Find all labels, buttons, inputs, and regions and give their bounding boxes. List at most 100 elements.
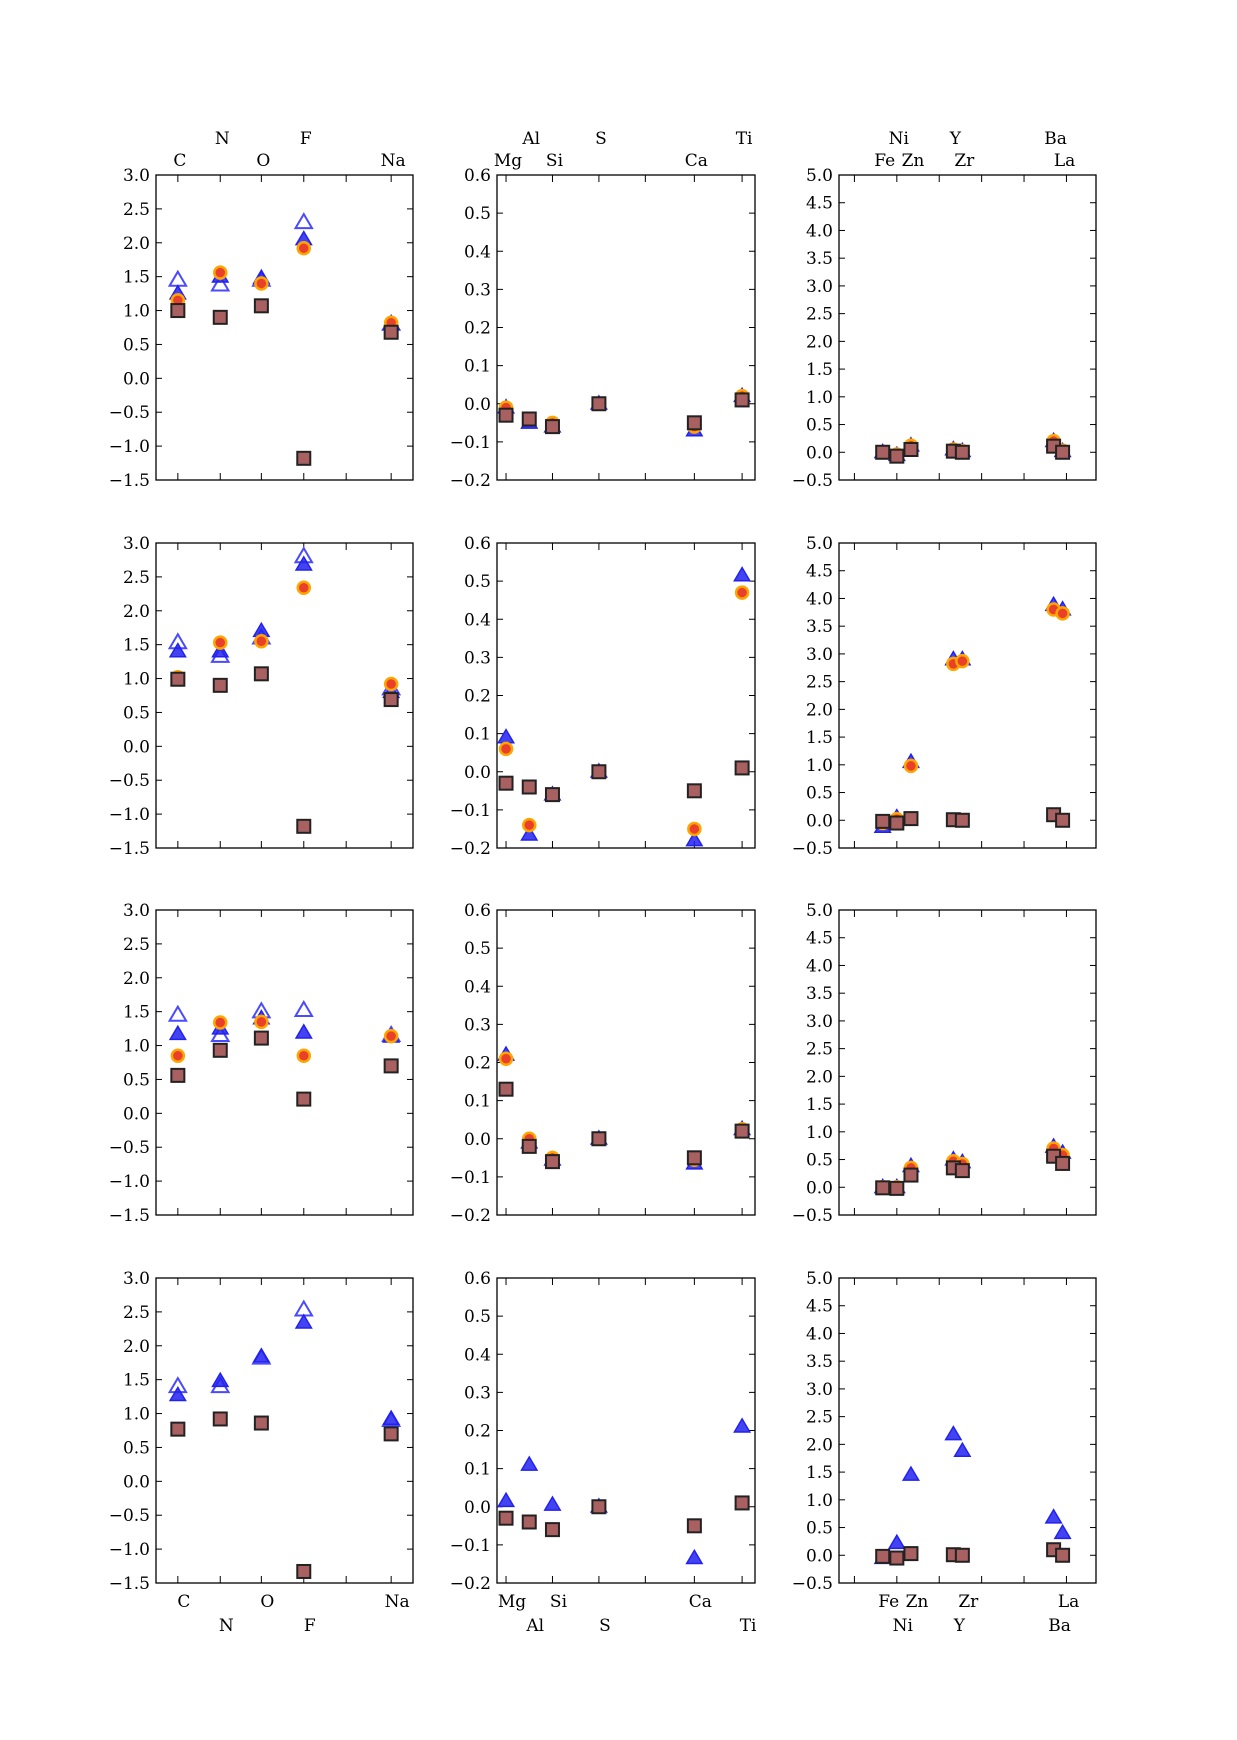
y-tick-label: 3.0 [806, 645, 833, 665]
open-triangle-point [293, 999, 314, 1017]
square-point [889, 448, 905, 464]
y-tick-label: 2.0 [806, 1435, 833, 1455]
y-tick-label: 2.5 [806, 1040, 833, 1060]
square-point [875, 1548, 891, 1564]
filled-triangle-point [294, 1023, 313, 1039]
y-tick-label: 0.5 [464, 1307, 491, 1327]
square-point [296, 1091, 312, 1107]
y-tick-label: −0.5 [109, 403, 150, 423]
y-tick-label: 4.5 [806, 562, 833, 582]
y-tick-label: 0.0 [123, 737, 150, 757]
element-label-bottom: Mg [498, 1592, 526, 1612]
square-point [591, 764, 607, 780]
element-label-bottom: Zn [906, 1592, 929, 1612]
y-tick-label: 0.5 [806, 1151, 833, 1171]
element-label-top: Y [949, 129, 962, 149]
square-point [296, 1563, 312, 1579]
y-tick-label: 0.4 [464, 977, 491, 997]
square-point [296, 450, 312, 466]
y-tick-label: 0.0 [806, 443, 833, 463]
y-tick-label: 2.5 [806, 305, 833, 325]
square-point [296, 818, 312, 834]
filled-triangle-point [294, 555, 313, 571]
square-point [170, 1421, 186, 1437]
y-tick-label: 0.0 [806, 1546, 833, 1566]
y-tick-label: 0.6 [464, 901, 491, 921]
square-point [212, 677, 228, 693]
circle-point [254, 276, 269, 291]
y-tick-label: 2.0 [123, 602, 150, 622]
square-point [544, 1522, 560, 1538]
square-point [1055, 1547, 1071, 1563]
element-label-top: C [173, 151, 186, 171]
y-tick-label: 0.1 [464, 725, 491, 745]
y-tick-label: 0.0 [123, 369, 150, 389]
y-tick-label: −0.1 [450, 1168, 491, 1188]
square-point [591, 1131, 607, 1147]
square-point [903, 811, 919, 827]
filled-triangle-point [887, 1533, 906, 1550]
filled-triangle-point [944, 1425, 963, 1441]
y-tick-label: −0.1 [450, 1536, 491, 1556]
square-point [875, 1180, 891, 1196]
y-tick-label: −1.5 [109, 1206, 150, 1226]
square-point [212, 1042, 228, 1058]
y-tick-label: 0.3 [464, 648, 491, 668]
filled-triangle-point [168, 1024, 187, 1041]
y-tick-label: 5.0 [806, 534, 833, 554]
y-tick-label: 1.5 [123, 268, 150, 288]
y-tick-label: 2.5 [123, 935, 150, 955]
square-point [591, 1499, 607, 1515]
panel-r1-c1: 0.6 0.5 0.4 0.3 0.2 0.1 0.0 −0.1 −0.2 [450, 534, 756, 859]
circle-point [687, 821, 702, 837]
y-tick-label: 0.5 [123, 1438, 150, 1458]
element-label-top: La [1054, 151, 1075, 171]
y-tick-label: 2.0 [123, 234, 150, 254]
square-point [498, 1081, 514, 1097]
y-tick-label: −1.0 [109, 1172, 150, 1192]
element-label-top: Ni [889, 129, 910, 149]
y-tick-label: 2.0 [806, 700, 833, 720]
element-label-bottom: Y [953, 1616, 966, 1636]
filled-triangle-point [733, 566, 752, 582]
element-label-bottom: Al [525, 1616, 544, 1636]
plot-frame [496, 1277, 756, 1584]
filled-triangle-point [211, 642, 230, 658]
plot-frame [496, 174, 756, 481]
y-tick-label: 3.0 [806, 1012, 833, 1032]
square-point [521, 411, 537, 427]
square-point [686, 1518, 702, 1534]
y-tick-label: 2.5 [123, 200, 150, 220]
plot-frame [155, 542, 414, 849]
element-label-bottom: N [219, 1616, 234, 1636]
plot-frame [838, 1277, 1097, 1584]
square-point [498, 1510, 514, 1526]
square-point [875, 813, 891, 829]
circle-point [213, 1015, 228, 1030]
element-label-bottom: C [177, 1592, 190, 1612]
y-tick-label: 0.2 [464, 687, 491, 707]
square-point [521, 1138, 537, 1154]
plot-frame [155, 909, 414, 1216]
square-point [383, 324, 399, 340]
square-point [903, 1546, 919, 1562]
element-label-top: Ba [1044, 129, 1067, 149]
element-label-bottom: S [599, 1616, 611, 1636]
y-tick-label: 4.5 [806, 929, 833, 949]
y-tick-label: 3.0 [806, 1380, 833, 1400]
element-label-top: Al [521, 129, 540, 149]
y-tick-label: 0.2 [464, 1422, 491, 1442]
circle-point [254, 634, 269, 649]
y-tick-label: 0.3 [464, 280, 491, 300]
square-point [686, 1150, 702, 1166]
element-label-bottom: Fe [878, 1592, 899, 1612]
y-tick-label: 2.0 [123, 1337, 150, 1357]
y-tick-label: 1.5 [806, 1463, 833, 1483]
plot-frame [155, 1277, 414, 1584]
y-tick-label: −0.5 [792, 839, 833, 859]
y-tick-label: −0.5 [109, 771, 150, 791]
y-tick-label: 1.5 [123, 1371, 150, 1391]
filled-triangle-point [520, 825, 539, 841]
y-tick-label: 0.5 [123, 1070, 150, 1090]
